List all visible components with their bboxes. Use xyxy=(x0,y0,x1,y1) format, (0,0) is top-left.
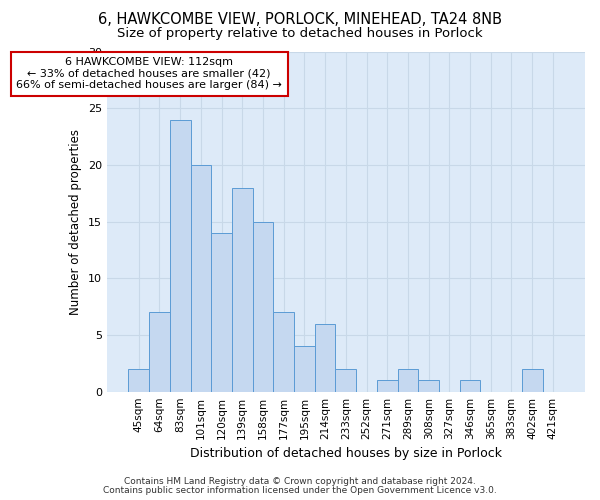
Bar xyxy=(232,188,253,392)
Bar xyxy=(294,346,315,392)
Bar xyxy=(253,222,274,392)
Text: Contains HM Land Registry data © Crown copyright and database right 2024.: Contains HM Land Registry data © Crown c… xyxy=(124,477,476,486)
Bar xyxy=(191,165,211,392)
Text: Size of property relative to detached houses in Porlock: Size of property relative to detached ho… xyxy=(117,28,483,40)
X-axis label: Distribution of detached houses by size in Porlock: Distribution of detached houses by size … xyxy=(190,447,502,460)
Bar xyxy=(315,324,335,392)
Y-axis label: Number of detached properties: Number of detached properties xyxy=(69,128,82,314)
Bar xyxy=(128,369,149,392)
Bar xyxy=(274,312,294,392)
Bar xyxy=(335,369,356,392)
Bar xyxy=(211,233,232,392)
Bar xyxy=(149,312,170,392)
Bar xyxy=(418,380,439,392)
Bar xyxy=(522,369,542,392)
Bar xyxy=(170,120,191,392)
Bar xyxy=(460,380,481,392)
Bar xyxy=(398,369,418,392)
Text: Contains public sector information licensed under the Open Government Licence v3: Contains public sector information licen… xyxy=(103,486,497,495)
Bar xyxy=(377,380,398,392)
Text: 6, HAWKCOMBE VIEW, PORLOCK, MINEHEAD, TA24 8NB: 6, HAWKCOMBE VIEW, PORLOCK, MINEHEAD, TA… xyxy=(98,12,502,28)
Text: 6 HAWKCOMBE VIEW: 112sqm
← 33% of detached houses are smaller (42)
66% of semi-d: 6 HAWKCOMBE VIEW: 112sqm ← 33% of detach… xyxy=(16,57,282,90)
